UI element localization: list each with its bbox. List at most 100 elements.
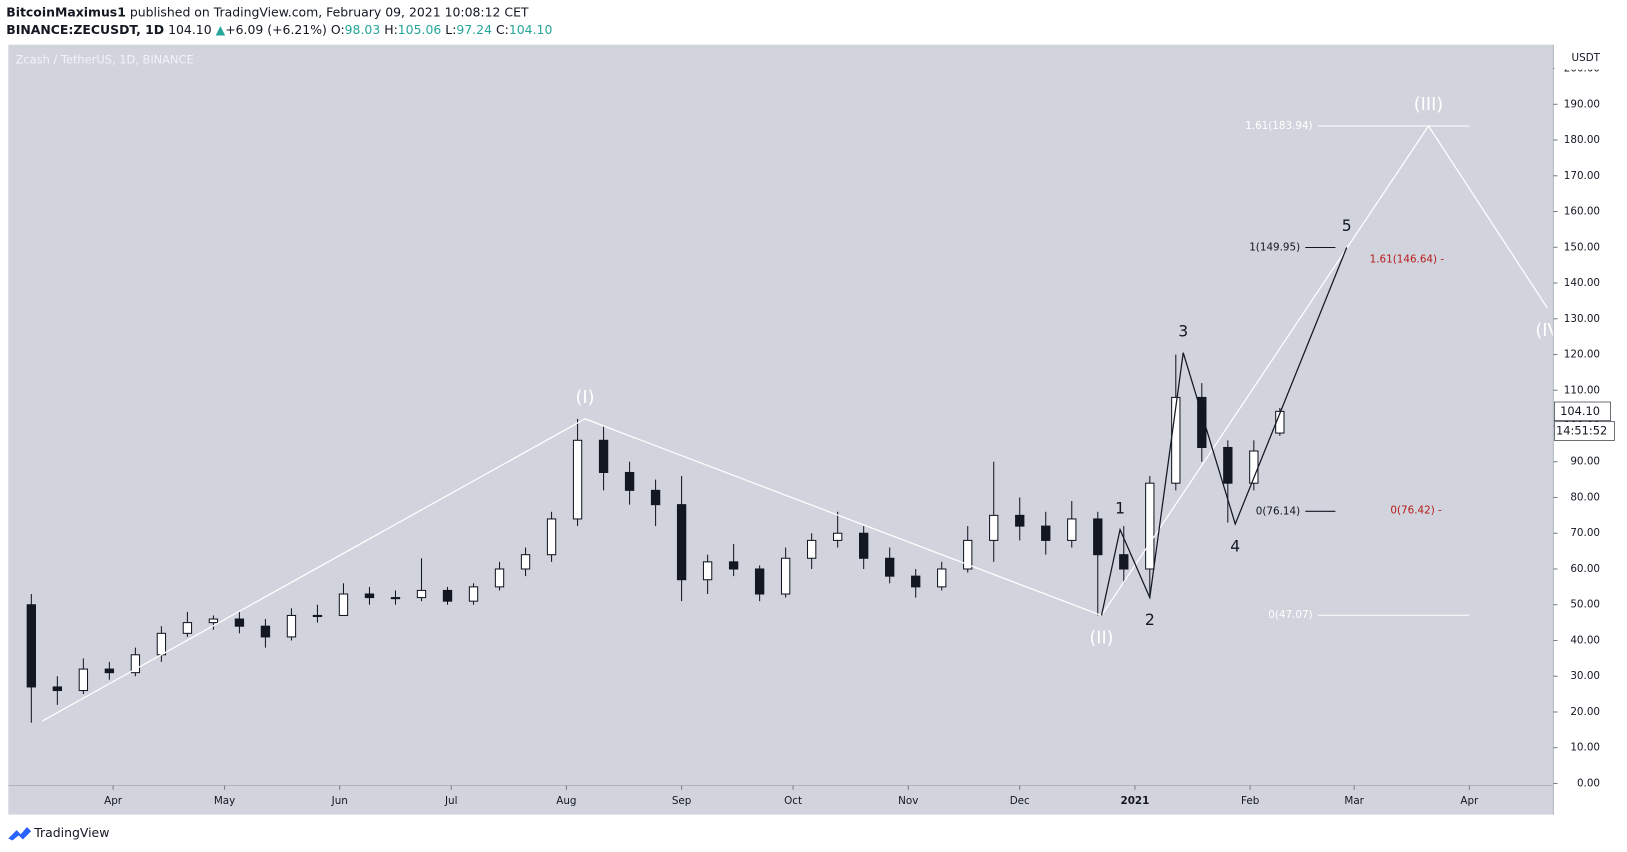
wave-label: (II) bbox=[1089, 628, 1113, 648]
x-tick-label: Feb bbox=[1241, 795, 1260, 807]
x-tick-label: Aug bbox=[556, 795, 576, 807]
y-tick-label: 10.00 bbox=[1570, 742, 1600, 754]
candle-body bbox=[494, 568, 505, 588]
candle-body bbox=[1223, 446, 1233, 484]
wave-label: 3 bbox=[1178, 322, 1188, 340]
candle-body bbox=[806, 539, 817, 559]
candle-body bbox=[1145, 482, 1155, 570]
candle-body bbox=[1119, 554, 1129, 570]
candle-body bbox=[260, 625, 271, 638]
published: published on TradingView.com, February 0… bbox=[130, 4, 529, 19]
candle-body bbox=[26, 604, 37, 688]
y-tick-label: 150.00 bbox=[1564, 241, 1600, 253]
up-arrow: ▲ bbox=[216, 22, 226, 37]
candle-body bbox=[234, 618, 245, 627]
change: +6.09 (+6.21%) bbox=[225, 22, 327, 37]
candle-body bbox=[156, 632, 167, 656]
candle-body bbox=[650, 489, 661, 506]
y-tick-label: 120.00 bbox=[1564, 349, 1600, 361]
last-price: 104.10 bbox=[1560, 404, 1600, 418]
y-tick-label: 90.00 bbox=[1570, 456, 1600, 468]
y-tick-label: 50.00 bbox=[1570, 599, 1600, 611]
y-tick-label: 180.00 bbox=[1564, 134, 1600, 146]
c-value: 104.10 bbox=[509, 22, 553, 37]
candle-body bbox=[624, 471, 635, 491]
candle-body bbox=[572, 439, 583, 520]
fib-label: 0(47.07) bbox=[1268, 609, 1312, 621]
candle-body bbox=[78, 668, 89, 692]
h-value: 105.06 bbox=[398, 22, 442, 37]
x-tick-label: Oct bbox=[784, 795, 802, 807]
candle-body bbox=[937, 568, 947, 588]
brand: TradingView bbox=[33, 825, 109, 840]
x-tick-label: Jul bbox=[444, 795, 457, 807]
y-tick-label: 20.00 bbox=[1570, 706, 1600, 718]
candle-body bbox=[390, 597, 401, 600]
y-tick-label: 190.00 bbox=[1564, 98, 1600, 110]
candle-body bbox=[104, 668, 115, 674]
candle-body bbox=[182, 622, 193, 634]
y-tick-label: 160.00 bbox=[1564, 206, 1600, 218]
c-label: C: bbox=[496, 22, 509, 37]
x-tick-label: Mar bbox=[1344, 795, 1364, 807]
series-layer: 1.61(183.94) 1(149.95) 0(76.14) 0(47.07) 1.6… bbox=[26, 120, 1548, 723]
candle-body bbox=[52, 686, 63, 692]
y-tick-label: 60.00 bbox=[1570, 563, 1600, 575]
unit-bg bbox=[1554, 46, 1625, 70]
fib-label: 1(149.95) bbox=[1249, 241, 1300, 253]
last: 104.10 bbox=[168, 22, 212, 37]
x-tick-label: Jun bbox=[331, 795, 348, 807]
x-tick-label: Apr bbox=[104, 795, 123, 807]
l-label: L: bbox=[445, 22, 456, 37]
candle-body bbox=[546, 518, 557, 556]
footer: TradingView bbox=[8, 825, 109, 841]
symbol: BINANCE:ZECUSDT, 1D bbox=[6, 22, 164, 37]
candle-body bbox=[676, 504, 687, 581]
candle-body bbox=[416, 589, 427, 599]
candle-body bbox=[859, 532, 869, 559]
x-tick-label: Dec bbox=[1010, 795, 1030, 807]
header-line: BitcoinMaximus1 published on TradingView… bbox=[6, 4, 529, 19]
last-price-tag bbox=[1554, 401, 1611, 422]
countdown: 14:51:52 bbox=[1556, 424, 1607, 438]
y-unit: USDT bbox=[1572, 52, 1601, 64]
x-tick-label: Sep bbox=[672, 795, 692, 807]
candle-body bbox=[1041, 525, 1051, 541]
y-tick-label: 30.00 bbox=[1570, 670, 1600, 682]
y-tick-label: 130.00 bbox=[1564, 313, 1600, 325]
wave-label: 2 bbox=[1145, 611, 1155, 629]
candle-body bbox=[1093, 518, 1103, 556]
x-tick-label: Nov bbox=[898, 795, 918, 807]
y-tick-label: 70.00 bbox=[1570, 527, 1600, 539]
candle-body bbox=[780, 557, 791, 595]
o-label: O: bbox=[331, 22, 345, 37]
logo-icon bbox=[8, 827, 32, 841]
l-value: 97.24 bbox=[456, 22, 492, 37]
symbol-line: BINANCE:ZECUSDT, 1D 104.10 ▲+6.09 (+6.21… bbox=[6, 22, 552, 37]
candle-body bbox=[364, 593, 375, 599]
wave-label: 4 bbox=[1230, 537, 1240, 555]
countdown-tag bbox=[1554, 421, 1615, 441]
fib-label: 0(76.42) - bbox=[1390, 504, 1442, 516]
wave-line bbox=[1100, 247, 1348, 616]
o-value: 98.03 bbox=[345, 22, 381, 37]
candle-body bbox=[1067, 518, 1077, 541]
y-tick-label: 80.00 bbox=[1570, 491, 1600, 503]
candle-body bbox=[130, 654, 141, 674]
x-tick-label: May bbox=[214, 795, 235, 807]
candle-body bbox=[702, 561, 713, 581]
y-tick-label: 0.00 bbox=[1577, 777, 1600, 789]
candle-body bbox=[1197, 396, 1207, 448]
candle-body bbox=[832, 532, 843, 541]
candle-body bbox=[520, 554, 531, 570]
y-tick-label: 110.00 bbox=[1564, 384, 1600, 396]
h-label: H: bbox=[384, 22, 398, 37]
candle-body bbox=[442, 589, 453, 602]
candle-body bbox=[989, 514, 999, 541]
wave-label: (III) bbox=[1414, 95, 1443, 115]
candle-body bbox=[885, 557, 895, 577]
candle-body bbox=[911, 575, 921, 588]
candle-body bbox=[338, 593, 349, 616]
candle-body bbox=[1015, 514, 1025, 527]
